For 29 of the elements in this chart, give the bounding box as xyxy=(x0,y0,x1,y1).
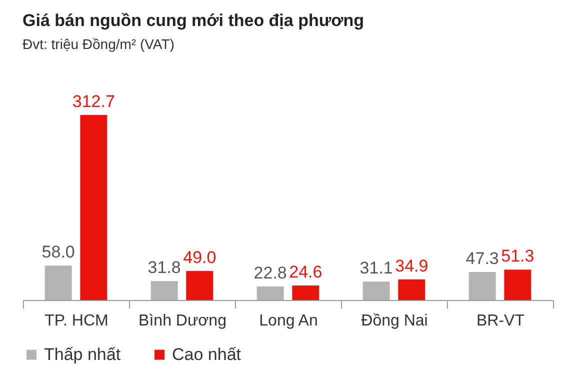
bar xyxy=(504,270,532,300)
data-label: 34.9 xyxy=(395,256,428,276)
chart-subtitle: Đvt: triệu Đồng/m² (VAT) xyxy=(22,36,174,52)
x-tick-label: Đồng Nai xyxy=(361,312,428,330)
bar xyxy=(292,285,320,300)
bar xyxy=(186,271,214,300)
bar xyxy=(80,115,108,300)
bar xyxy=(44,266,72,300)
data-label: 24.6 xyxy=(289,262,322,282)
data-label: 47.3 xyxy=(466,249,499,268)
legend-label: Thấp nhất xyxy=(44,344,121,364)
chart-title: Giá bán nguồn cung mới theo địa phương xyxy=(22,11,364,30)
bar xyxy=(362,282,390,300)
bar xyxy=(256,286,284,300)
data-label: 58.0 xyxy=(42,242,75,262)
data-label: 51.3 xyxy=(501,246,534,266)
x-tick-label: Bình Dương xyxy=(138,312,226,330)
data-label: 49.0 xyxy=(183,248,216,268)
data-label: 312.7 xyxy=(72,92,115,111)
data-label: 31.1 xyxy=(360,258,393,278)
bar xyxy=(468,272,496,300)
bar xyxy=(398,279,426,300)
x-tick-label: BR-VT xyxy=(476,312,525,330)
x-tick-label: TP. HCM xyxy=(44,312,108,330)
data-label: 31.8 xyxy=(148,258,181,278)
legend-label: Cao nhất xyxy=(172,344,242,364)
data-label: 22.8 xyxy=(254,264,287,283)
bar xyxy=(150,281,178,300)
x-tick-label: Long An xyxy=(259,312,318,330)
